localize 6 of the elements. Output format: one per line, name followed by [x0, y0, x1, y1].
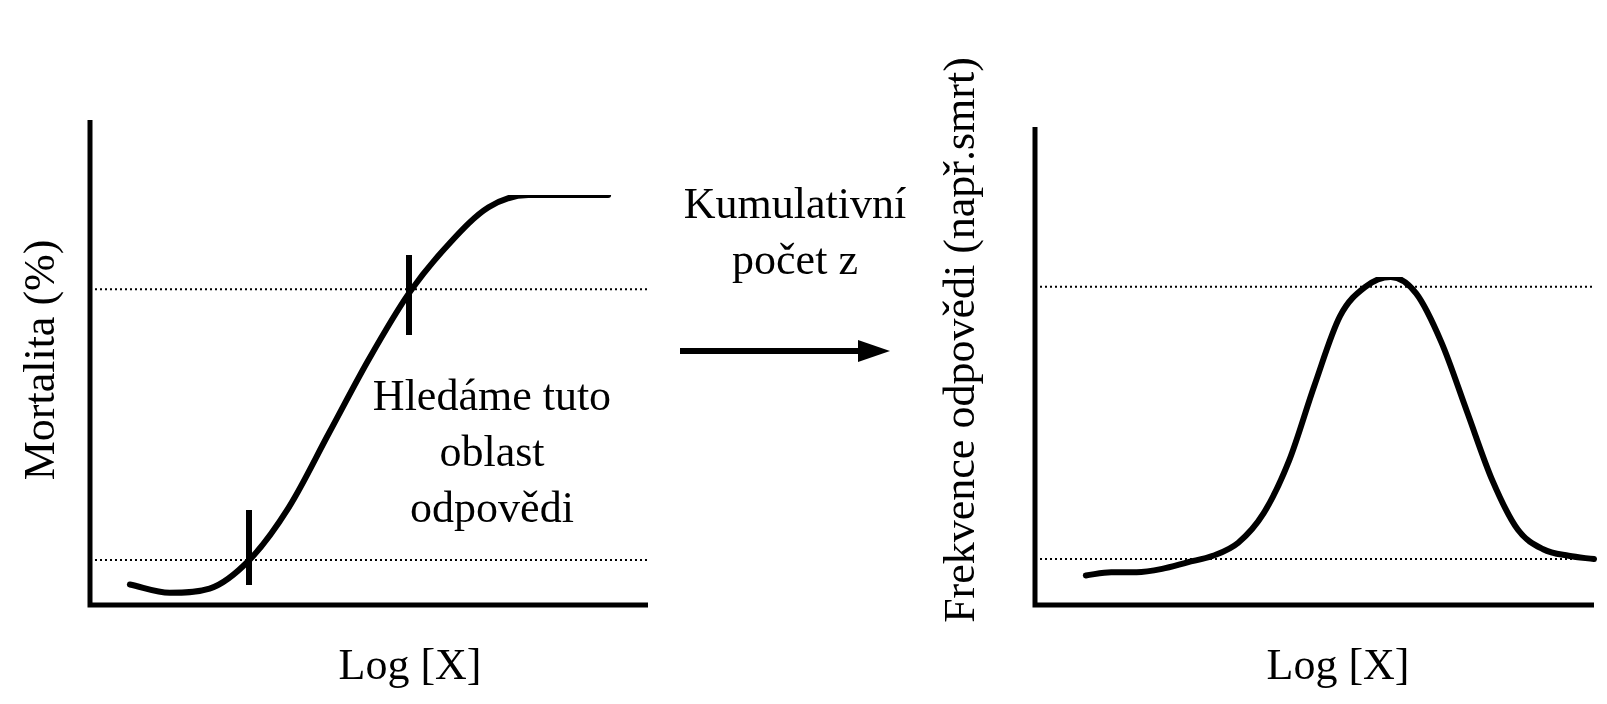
x-axis-title: Log [X] — [1266, 639, 1410, 691]
text: Kumulativní počet z — [682, 178, 908, 286]
y-axis-title: Frekvence odpovědi (např.smrt) — [934, 57, 985, 623]
y-axis-title: Mortalita (%) — [14, 239, 65, 481]
x-axis-title: Log [X] — [338, 639, 482, 691]
annotation: Hledáme tuto oblast odpovědi — [371, 370, 613, 534]
